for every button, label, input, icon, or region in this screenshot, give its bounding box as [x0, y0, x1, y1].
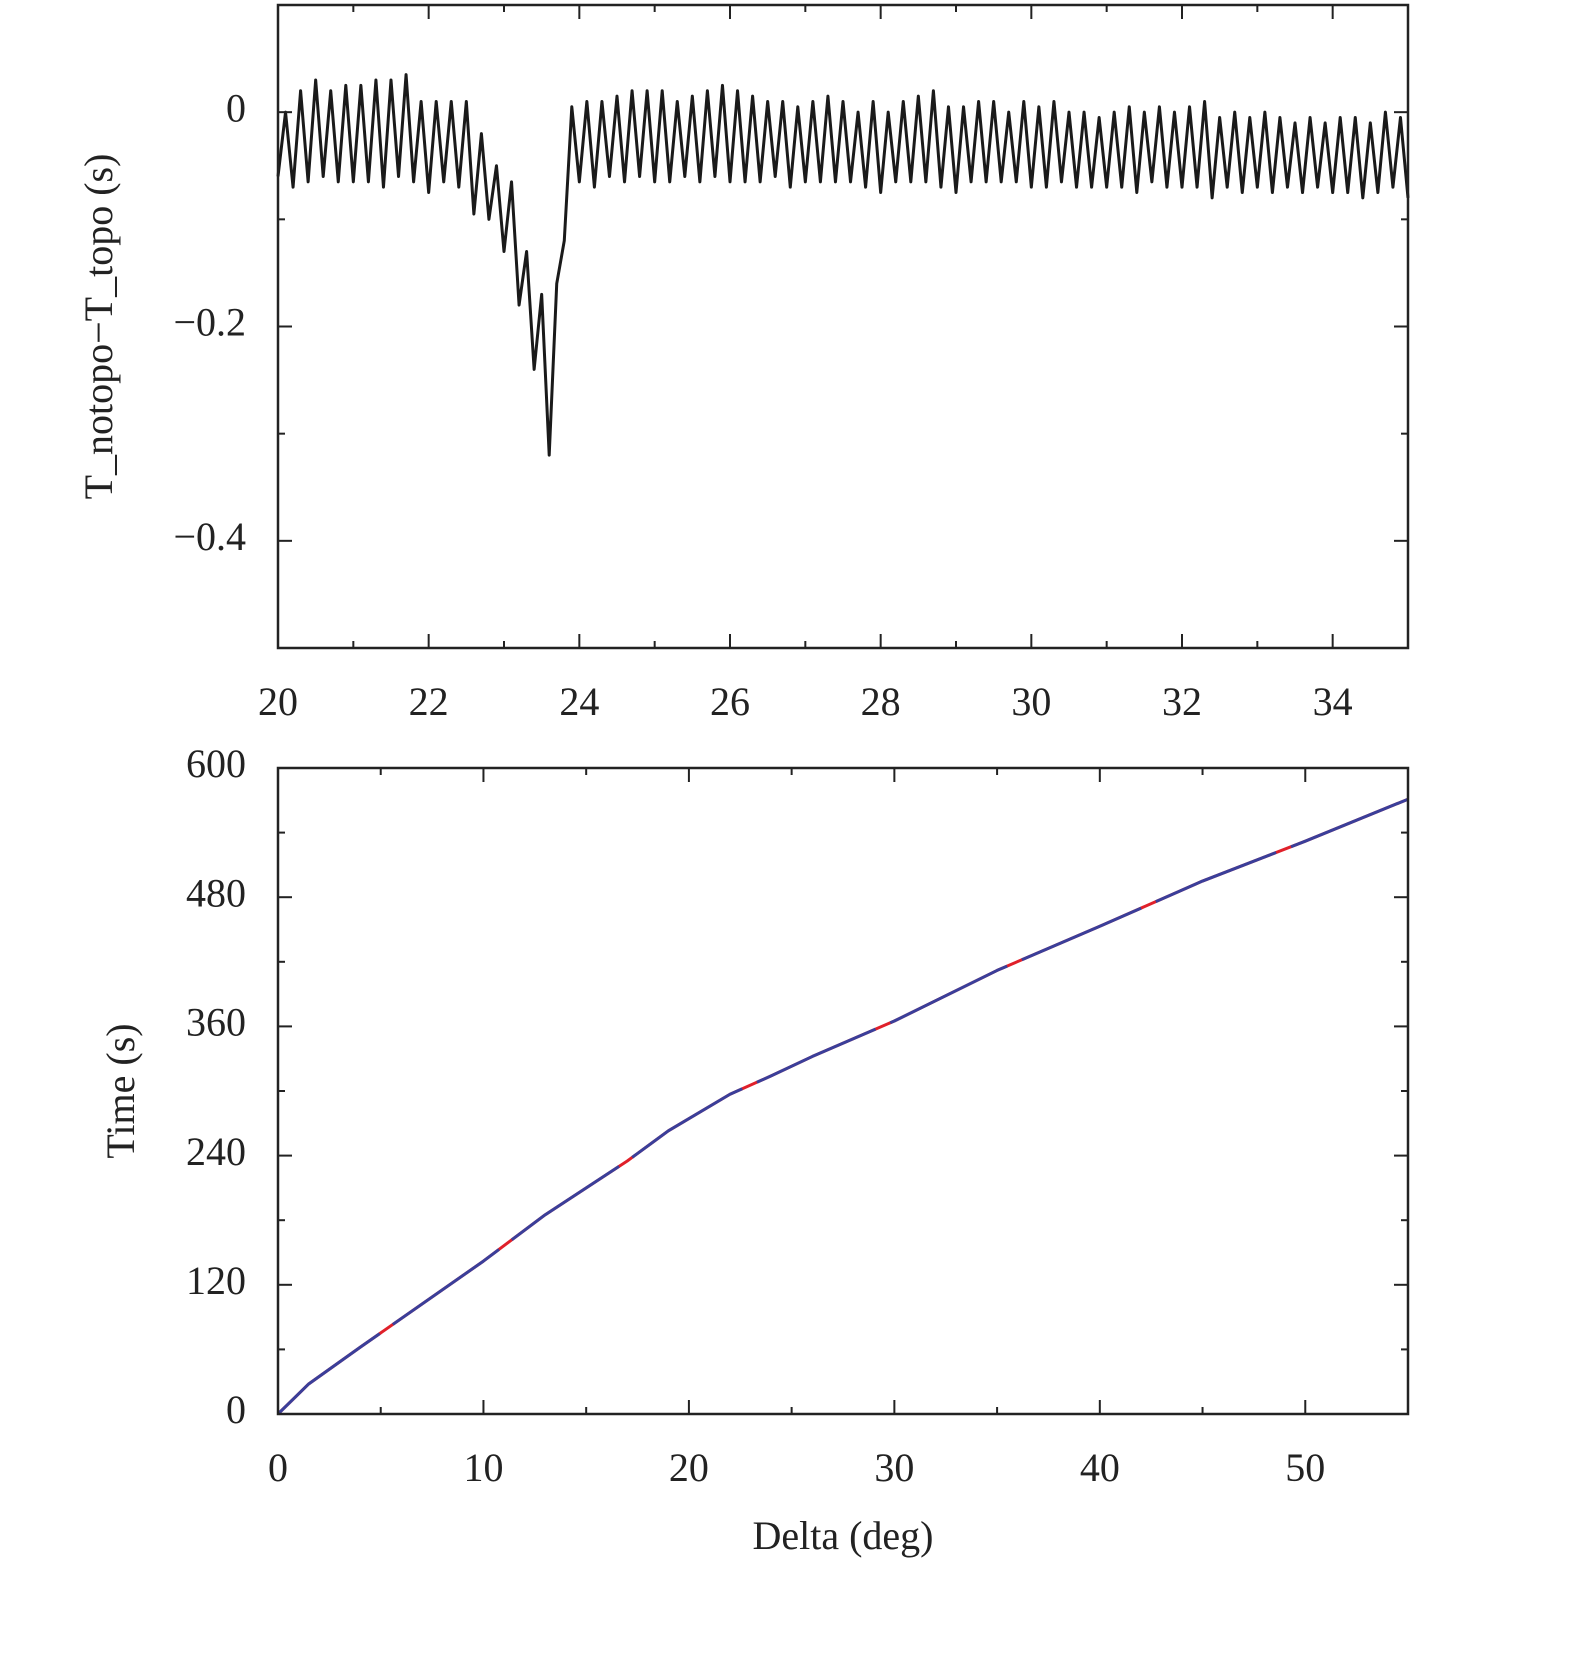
x-tick-label: 30: [874, 1445, 914, 1490]
x-tick-label: 20: [258, 679, 298, 724]
x-tick-label: 32: [1162, 679, 1202, 724]
x-tick-label: 34: [1313, 679, 1353, 724]
x-tick-label: 26: [710, 679, 750, 724]
data-line: [276, 73, 1410, 457]
y-tick-label: 0: [226, 85, 246, 130]
x-tick-label: 30: [1011, 679, 1051, 724]
x-tick-label: 50: [1285, 1445, 1325, 1490]
y-tick-label: −0.4: [173, 514, 246, 559]
plot-frame: [276, 766, 1410, 1416]
x-tick-label: 24: [559, 679, 599, 724]
x-tick-label: 22: [409, 679, 449, 724]
x-tick-label: 0: [268, 1445, 288, 1490]
y-tick-label: 240: [186, 1129, 246, 1174]
y-tick-label: 600: [186, 741, 246, 786]
y-tick-label: 120: [186, 1258, 246, 1303]
data-line: [276, 797, 1409, 1416]
y-tick-label: 360: [186, 1000, 246, 1045]
x-tick-label: 20: [669, 1445, 709, 1490]
y-tick-label: 0: [226, 1387, 246, 1432]
x-tick-label: 28: [861, 679, 901, 724]
y-axis-label: T_notopo−T_topo (s): [76, 154, 121, 500]
y-axis-label: Time (s): [98, 1023, 143, 1158]
x-tick-label: 10: [463, 1445, 503, 1490]
data-line: [276, 797, 1409, 1416]
y-tick-label: −0.2: [173, 300, 246, 345]
y-tick-label: 480: [186, 870, 246, 915]
x-axis-label: Delta (deg): [752, 1513, 933, 1558]
x-tick-label: 40: [1080, 1445, 1120, 1490]
